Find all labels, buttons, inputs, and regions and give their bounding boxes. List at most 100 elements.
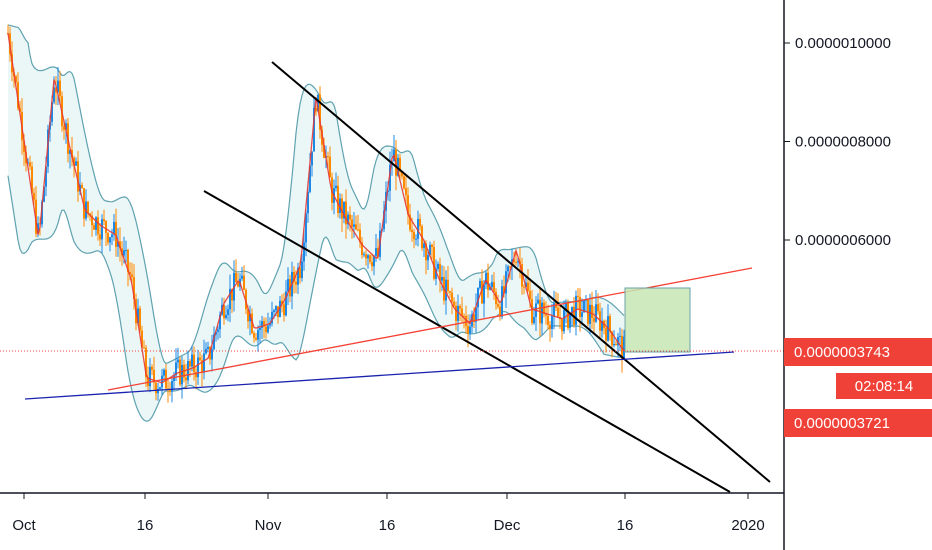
candle-body [309, 165, 311, 192]
candle-body [435, 268, 437, 279]
candle-body [439, 263, 441, 281]
candle-body [463, 315, 465, 317]
candle-body [15, 76, 17, 83]
candle-body [397, 157, 399, 176]
x-tick-label: 16 [379, 517, 396, 534]
candle-body [557, 307, 559, 318]
candle-body [75, 161, 77, 166]
candle-body [83, 188, 85, 219]
candle-body [527, 282, 529, 291]
candle-body [131, 274, 133, 278]
candle-body [143, 347, 145, 349]
candle-body [205, 348, 207, 354]
candle-body [265, 326, 267, 333]
candle-body [549, 324, 551, 329]
candle-body [213, 334, 215, 350]
candle-body [601, 320, 603, 331]
candle-body [501, 286, 503, 317]
candle-body [153, 369, 155, 383]
candle-body [299, 267, 301, 279]
candle-body [509, 266, 511, 268]
candle-body [337, 185, 339, 213]
candle-body [363, 254, 365, 256]
candle-body [169, 390, 171, 392]
candle-body [459, 306, 461, 309]
candle-body [87, 201, 89, 214]
candle-body [423, 243, 425, 249]
candle-body [371, 262, 373, 267]
candle-body [115, 221, 117, 247]
candle-body [73, 157, 75, 166]
candle-body [543, 302, 545, 315]
candle-body [31, 166, 33, 193]
candle-body [461, 308, 463, 316]
bollinger-band-upper [7, 24, 625, 365]
candle-body [359, 229, 361, 243]
candle-body [537, 299, 539, 304]
candle-body [343, 201, 345, 219]
candle-body [133, 277, 135, 299]
x-tick-label: Oct [12, 517, 36, 534]
candle-body [59, 80, 61, 97]
candle-body [367, 255, 369, 259]
candle-body [583, 300, 585, 313]
x-tick-label: Dec [494, 517, 521, 534]
candle-body [389, 165, 391, 191]
candle-body [207, 346, 209, 349]
candle-body [129, 272, 131, 275]
candle-body [355, 224, 357, 230]
candle-body [503, 286, 505, 294]
candle-body [619, 335, 621, 337]
x-tick-label: 2020 [731, 517, 764, 534]
candle-body [251, 313, 253, 334]
candle-body [589, 304, 591, 324]
candle-body [493, 282, 495, 292]
candle-body [615, 344, 617, 346]
candle-body [561, 319, 563, 332]
candle-body [107, 233, 109, 243]
candle-body [203, 353, 205, 373]
support-trendline-blue [24, 351, 735, 400]
candle-body [269, 323, 271, 326]
candle-body [613, 344, 615, 346]
candle-body [231, 288, 233, 301]
candle-body [175, 362, 177, 376]
candle-body [273, 310, 275, 312]
candle-body [349, 214, 351, 220]
candle-body [611, 331, 613, 346]
candle-body [523, 286, 525, 288]
candle-body [283, 304, 285, 316]
candle-body [405, 188, 407, 196]
candle-body [587, 298, 589, 324]
candle-body [305, 213, 307, 243]
candle-body [339, 198, 341, 213]
candle-body [191, 354, 193, 367]
y-tick-label: 0.0000010000 [795, 35, 891, 52]
candle-body [181, 364, 183, 385]
candle-body [241, 275, 243, 279]
candle-body [553, 303, 555, 317]
candle-body [467, 326, 469, 334]
candle-body [465, 316, 467, 326]
candle-body [387, 190, 389, 192]
candle-body [529, 290, 531, 299]
candle-body [365, 254, 367, 259]
candle-body [593, 317, 595, 322]
candle-body [623, 336, 625, 360]
candle-body [149, 366, 151, 387]
candle-body [53, 87, 55, 103]
candle-body [211, 349, 213, 360]
candle-body [595, 304, 597, 322]
candle-body [69, 149, 71, 154]
candle-body [329, 156, 331, 178]
candle-body [487, 272, 489, 290]
candle-body [141, 330, 143, 348]
candle-body [353, 224, 355, 227]
candle-body [449, 291, 451, 293]
candle-body [433, 247, 435, 279]
candle-body [81, 184, 83, 189]
candle-body [201, 360, 203, 373]
candle-body [295, 281, 297, 285]
candle-body [297, 267, 299, 285]
